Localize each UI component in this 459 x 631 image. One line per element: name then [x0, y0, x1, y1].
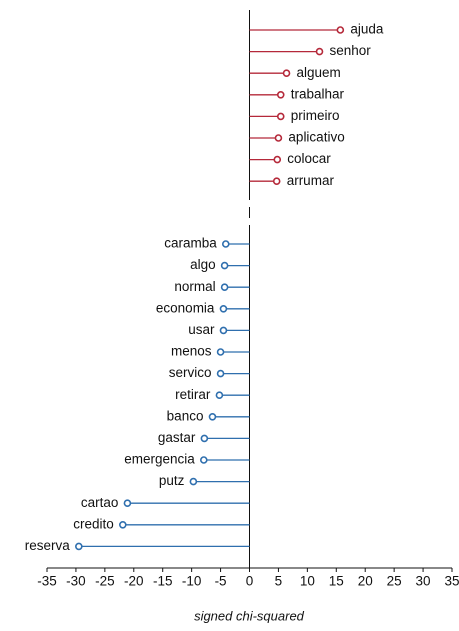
category-label: trabalhar [291, 86, 345, 101]
category-label: banco [167, 408, 204, 423]
dot [273, 155, 282, 164]
x-axis-title: signed chi-squared [194, 608, 305, 623]
category-label: gastar [158, 430, 196, 445]
x-tick-label: 5 [275, 574, 283, 589]
dot [282, 69, 291, 77]
category-label: alguem [297, 65, 341, 80]
category-label: caramba [164, 236, 217, 251]
x-tick-label: -20 [124, 574, 144, 589]
dot [199, 456, 208, 464]
x-tick-label: -15 [153, 574, 173, 589]
category-label: retirar [175, 387, 211, 402]
category-label: menos [171, 344, 212, 359]
dot [200, 434, 209, 443]
category-label: cartao [81, 495, 119, 510]
dot [220, 261, 229, 270]
category-label: senhor [330, 43, 372, 58]
category-label: reserva [25, 538, 71, 553]
dot [219, 326, 228, 335]
dot [221, 240, 230, 248]
x-tick-label: 30 [416, 574, 431, 589]
category-label: aplicativo [288, 130, 344, 145]
dot [276, 112, 285, 121]
x-tick-label: 25 [387, 574, 402, 589]
x-tick-label: -10 [182, 574, 202, 589]
category-label: emergencia [124, 452, 195, 467]
category-label: colocar [287, 151, 331, 166]
dot [123, 499, 132, 508]
dot [216, 369, 225, 378]
dot [189, 477, 198, 486]
x-tick-label: 0 [246, 574, 254, 589]
x-tick-label: 10 [300, 574, 315, 589]
x-tick-label: 35 [444, 574, 459, 589]
category-label: servico [169, 365, 212, 380]
category-label: putz [159, 473, 185, 488]
category-label: economia [156, 300, 215, 315]
x-tick-label: -35 [37, 574, 57, 589]
category-label: primeiro [291, 108, 340, 123]
x-tick-label: -5 [215, 574, 227, 589]
dot [336, 26, 345, 34]
dot [315, 47, 324, 56]
dot [274, 134, 283, 142]
x-tick-label: 15 [329, 574, 344, 589]
dot [216, 348, 225, 356]
dot [276, 91, 285, 99]
dot [272, 177, 281, 185]
x-tick-label: -30 [66, 574, 86, 589]
x-tick-label: -25 [95, 574, 115, 589]
dot [219, 304, 228, 313]
category-label: arrumar [287, 173, 335, 188]
category-label: ajuda [350, 22, 384, 37]
category-label: usar [188, 322, 215, 337]
x-tick-label: 20 [358, 574, 373, 589]
dot [220, 283, 229, 292]
dot [118, 520, 127, 529]
dot [208, 412, 217, 421]
category-label: credito [73, 516, 114, 531]
dot [75, 542, 83, 551]
category-label: normal [174, 279, 215, 294]
category-label: algo [190, 257, 216, 272]
dot [215, 391, 224, 400]
